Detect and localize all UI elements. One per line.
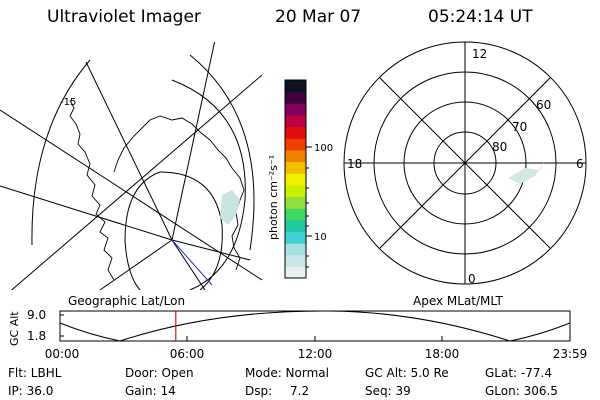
colorbar-frame — [284, 79, 307, 279]
polar-diagonal — [379, 77, 551, 249]
ip-info: IP: 36.0 — [8, 384, 54, 398]
latitude-circle — [159, 171, 223, 290]
flt-info: Flt: LBHL — [8, 366, 62, 380]
latitude-circle — [124, 171, 161, 290]
orbit-line — [10, 74, 262, 290]
colorbar-segment — [285, 91, 306, 104]
colorbar-segment — [285, 138, 306, 151]
colorbar-unit: photon cm⁻²s⁻¹ — [267, 155, 280, 240]
colorbar-segment — [285, 196, 306, 209]
aurora-patch — [508, 160, 545, 184]
colorbar — [285, 80, 306, 279]
altitude-ytick-9: 9.0 — [27, 308, 46, 322]
colorbar-segment — [285, 103, 306, 116]
colorbar-segment — [285, 173, 306, 186]
altitude-xtick: 23:59 — [553, 347, 588, 361]
mlt-label-6: 6 — [576, 157, 584, 171]
latitude-circle — [171, 79, 246, 290]
polar-plot — [343, 41, 587, 285]
dsp-label: Dsp: — [245, 384, 273, 398]
colorbar-segment — [285, 254, 306, 267]
date-label: 20 Mar 07 — [275, 7, 362, 27]
altitude-plot — [59, 310, 571, 342]
time-label: 05:24:14 UT — [428, 7, 533, 27]
aurora-patch — [220, 190, 240, 225]
glat-info: GLat: -77.4 — [485, 366, 552, 380]
colorbar-segment — [285, 80, 306, 93]
colorbar-segment — [285, 161, 306, 174]
lat-label-60: 60 — [536, 98, 551, 112]
gcalt-info: GC Alt: 5.0 Re — [365, 366, 449, 380]
colorbar-segment — [285, 266, 306, 279]
lat-label-70: 70 — [512, 120, 527, 134]
altitude-xtick: 12:00 — [298, 347, 333, 361]
globe-limb — [31, 59, 91, 246]
colorbar-segment — [285, 243, 306, 256]
mlt-label-0: 0 — [468, 272, 476, 286]
mlt-label-18: 18 — [347, 157, 362, 171]
altitude-xtick: 00:00 — [45, 347, 80, 361]
field-line — [171, 239, 213, 286]
dsp-value: 7.2 — [290, 384, 310, 398]
meridian-line — [171, 239, 251, 261]
coastline — [69, 99, 115, 281]
colorbar-segment — [285, 126, 306, 139]
colorbar-tick-10: 10 — [314, 232, 327, 243]
mlt-label-12: 12 — [472, 47, 487, 61]
gain-info: Gain: 14 — [125, 384, 176, 398]
mode-info: Mode: Normal — [245, 366, 329, 380]
lat-label-80: 80 — [492, 140, 507, 154]
meridian-line — [99, 239, 173, 290]
glon-info: GLon: 306.5 — [485, 384, 558, 398]
colorbar-segment — [285, 184, 306, 198]
colorbar-tick-100: 100 — [314, 143, 333, 154]
colorbar-segment — [285, 219, 306, 233]
polar-label: Apex MLat/MLT — [413, 294, 503, 308]
altitude-xtick: 18:00 — [425, 347, 460, 361]
altitude-curve — [59, 310, 571, 342]
altitude-xtick: 06:00 — [170, 347, 205, 361]
colorbar-segment — [285, 149, 306, 163]
latitude-circle — [189, 54, 255, 251]
door-info: Door: Open — [125, 366, 194, 380]
colorbar-segment — [285, 114, 306, 128]
coastline — [113, 119, 151, 173]
colorbar-segment — [285, 231, 306, 244]
colorbar-segment — [285, 208, 306, 221]
coastline — [149, 115, 245, 271]
seq-info: Seq: 39 — [365, 384, 411, 398]
meridian-line — [85, 61, 173, 241]
coast-label: -15 — [60, 97, 76, 108]
geographic-label: Geographic Lat/Lon — [68, 294, 185, 308]
geographic-map — [0, 42, 262, 290]
instrument-title: Ultraviolet Imager — [47, 7, 201, 27]
meridian-line — [0, 185, 173, 241]
meridian-line — [171, 239, 206, 290]
altitude-ylabel: GC Alt — [8, 311, 21, 346]
altitude-ytick-1.8: 1.8 — [27, 329, 46, 343]
meridian-line — [171, 42, 216, 241]
orbit-line — [0, 109, 262, 281]
